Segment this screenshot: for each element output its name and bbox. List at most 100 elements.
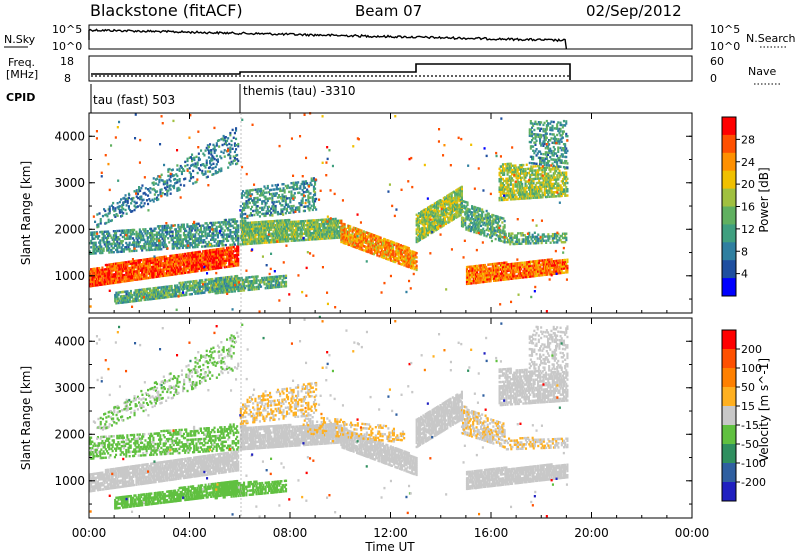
data-cell: [269, 241, 272, 244]
data-cell: [161, 270, 164, 273]
data-cell: [214, 172, 217, 175]
data-cell: [109, 249, 112, 252]
data-cell: [186, 252, 189, 255]
data-cell: [207, 280, 210, 283]
data-cell: [220, 251, 223, 255]
data-cell: [269, 234, 272, 238]
data-cell: [312, 234, 315, 237]
data-cell: [167, 295, 170, 299]
data-cell: [317, 233, 320, 236]
data-cell: [360, 248, 363, 251]
data-cell: [205, 249, 208, 253]
data-cell: [398, 249, 401, 253]
data-cell: [237, 236, 240, 240]
data-cell: [331, 218, 334, 221]
data-cell: [190, 264, 193, 267]
data-cell: [231, 237, 234, 240]
data-cell: [233, 218, 236, 221]
data-cell: [257, 229, 260, 232]
data-cell: [384, 242, 387, 245]
data-cell: [138, 259, 141, 262]
data-cell: [182, 223, 185, 226]
data-cell: [179, 230, 182, 233]
data-cell: [118, 264, 121, 267]
data-cell: [106, 240, 109, 244]
data-cell: [304, 224, 307, 227]
data-cell: [211, 286, 214, 289]
data-cell: [366, 239, 369, 243]
data-cell: [240, 224, 243, 227]
data-cell: [130, 210, 133, 213]
data-cell: [314, 181, 317, 184]
data-cell: [276, 196, 279, 199]
data-cell: [95, 235, 98, 238]
data-cell: [189, 229, 192, 232]
data-cell: [322, 235, 325, 238]
data-cell: [325, 230, 328, 234]
data-cell: [186, 246, 189, 249]
data-cell: [93, 280, 96, 283]
data-cell: [115, 275, 118, 278]
data-cell: [93, 241, 96, 245]
data-cell: [107, 212, 110, 215]
data-cell: [95, 279, 98, 283]
data-cell: [272, 203, 275, 206]
data-cell: [189, 254, 192, 257]
data-cell: [227, 280, 230, 283]
data-cell: [130, 262, 133, 265]
data-cell: [268, 228, 271, 231]
data-cell: [181, 257, 184, 260]
data-cell: [366, 231, 369, 234]
data-cell: [242, 236, 245, 240]
data-cell: [189, 258, 192, 261]
data-cell: [332, 222, 335, 225]
data-cell: [203, 252, 206, 255]
data-cell: [246, 278, 249, 281]
data-cell: [204, 249, 207, 253]
data-cell: [242, 243, 245, 246]
data-cell: [324, 220, 327, 223]
data-cell: [360, 246, 363, 249]
data-cell: [304, 228, 307, 231]
data-cell: [171, 230, 174, 233]
data-cell: [274, 228, 277, 231]
data-cell: [351, 245, 354, 248]
data-cell: [199, 254, 202, 258]
data-cell: [212, 284, 215, 287]
data-cell: [168, 261, 171, 264]
data-cell: [116, 266, 119, 269]
data-cell: [232, 283, 235, 287]
data-cell: [243, 285, 246, 288]
data-cell: [165, 265, 168, 269]
data-cell: [285, 280, 288, 284]
data-cell: [340, 232, 343, 235]
data-cell: [206, 264, 209, 267]
data-cell: [358, 241, 361, 244]
data-cell: [325, 226, 328, 230]
data-cell: [108, 211, 111, 215]
data-cell: [214, 267, 217, 270]
data-cell: [399, 256, 402, 259]
data-cell: [174, 286, 177, 289]
data-cell: [165, 272, 168, 275]
data-cell: [312, 231, 315, 235]
data-cell: [371, 252, 374, 255]
data-cell: [390, 242, 393, 246]
data-cell: [333, 236, 336, 240]
data-cell: [255, 211, 258, 214]
data-cell: [394, 252, 397, 255]
data-cell: [210, 149, 213, 152]
data-cell: [247, 240, 250, 243]
data-cell: [376, 241, 379, 244]
data-cell: [354, 242, 357, 245]
data-cell: [137, 241, 140, 244]
data-cell: [190, 244, 193, 247]
data-cell: [223, 142, 226, 146]
data-cell: [317, 218, 320, 222]
data-cell: [347, 239, 350, 242]
data-cell: [208, 230, 211, 233]
data-cell: [110, 277, 113, 281]
data-cell: [394, 256, 397, 259]
data-cell: [263, 214, 266, 218]
data-cell: [190, 288, 193, 292]
